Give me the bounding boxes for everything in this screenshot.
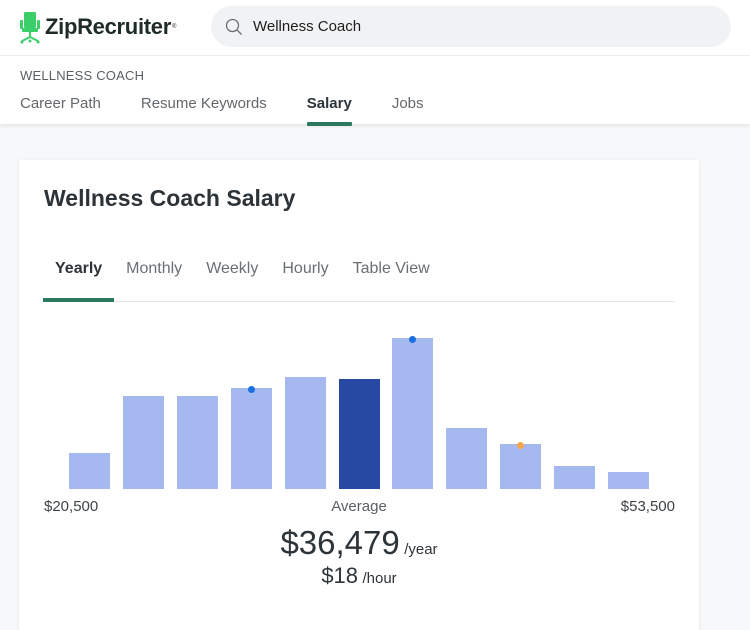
search-bar[interactable] — [211, 6, 731, 47]
histogram-bar[interactable] — [500, 444, 542, 489]
average-yearly: $36,479 /year — [19, 524, 699, 562]
average-yearly-value: $36,479 — [280, 524, 400, 561]
search-icon — [225, 18, 242, 35]
bar-marker-dot — [247, 386, 255, 393]
bar-marker-dot — [409, 336, 417, 343]
tab-career-path[interactable]: Career Path — [20, 95, 101, 112]
histogram-bar[interactable] — [230, 388, 272, 489]
period-tabs: Yearly Monthly Weekly Hourly Table View — [43, 256, 675, 302]
card-title: Wellness Coach Salary — [44, 185, 296, 211]
hourly-unit: /hour — [362, 570, 397, 587]
brand-name: ZipRecruiter — [45, 14, 171, 39]
histogram-bar[interactable] — [608, 472, 649, 489]
histogram-bar[interactable] — [446, 428, 488, 489]
salary-card: Wellness Coach Salary Yearly Monthly Wee… — [19, 160, 699, 630]
tab-resume-keywords[interactable]: Resume Keywords — [140, 95, 267, 112]
histogram-bar-average[interactable] — [338, 379, 380, 489]
registered-mark: ® — [171, 24, 177, 30]
histogram-bar[interactable] — [176, 396, 218, 489]
histogram-bar[interactable] — [69, 453, 110, 489]
bar-marker-dot — [517, 442, 525, 449]
tab-jobs[interactable]: Jobs — [391, 95, 424, 112]
subnav-tabs: Career Path Resume Keywords Salary Jobs — [20, 95, 464, 126]
tab-monthly[interactable]: Monthly — [126, 260, 183, 277]
career-subnav: WELLNESS COACH Career Path Resume Keywor… — [0, 56, 750, 126]
histogram-bar[interactable] — [122, 396, 164, 489]
range-min: $20,500 — [44, 498, 99, 515]
histogram-bar[interactable] — [284, 377, 326, 489]
top-bar: ZipRecruiter ® — [0, 0, 750, 56]
ziprecruiter-logo[interactable]: ZipRecruiter ® — [19, 10, 176, 44]
tab-yearly[interactable]: Yearly — [43, 256, 115, 302]
histogram-bar[interactable] — [554, 466, 596, 489]
tab-salary[interactable]: Salary — [306, 95, 352, 126]
chair-logo-icon — [20, 12, 40, 44]
range-max: $53,500 — [620, 498, 675, 515]
average-hourly-value: $18 — [321, 563, 359, 588]
average-label: Average — [331, 498, 387, 515]
tab-hourly[interactable]: Hourly — [282, 260, 329, 277]
histogram-bar[interactable] — [392, 338, 434, 489]
career-title: WELLNESS COACH — [20, 68, 145, 83]
tab-weekly[interactable]: Weekly — [206, 260, 259, 277]
search-input[interactable] — [253, 18, 693, 35]
average-hourly: $18 /hour — [19, 563, 699, 589]
tab-table-view[interactable]: Table View — [352, 260, 430, 277]
yearly-unit: /year — [404, 541, 438, 558]
